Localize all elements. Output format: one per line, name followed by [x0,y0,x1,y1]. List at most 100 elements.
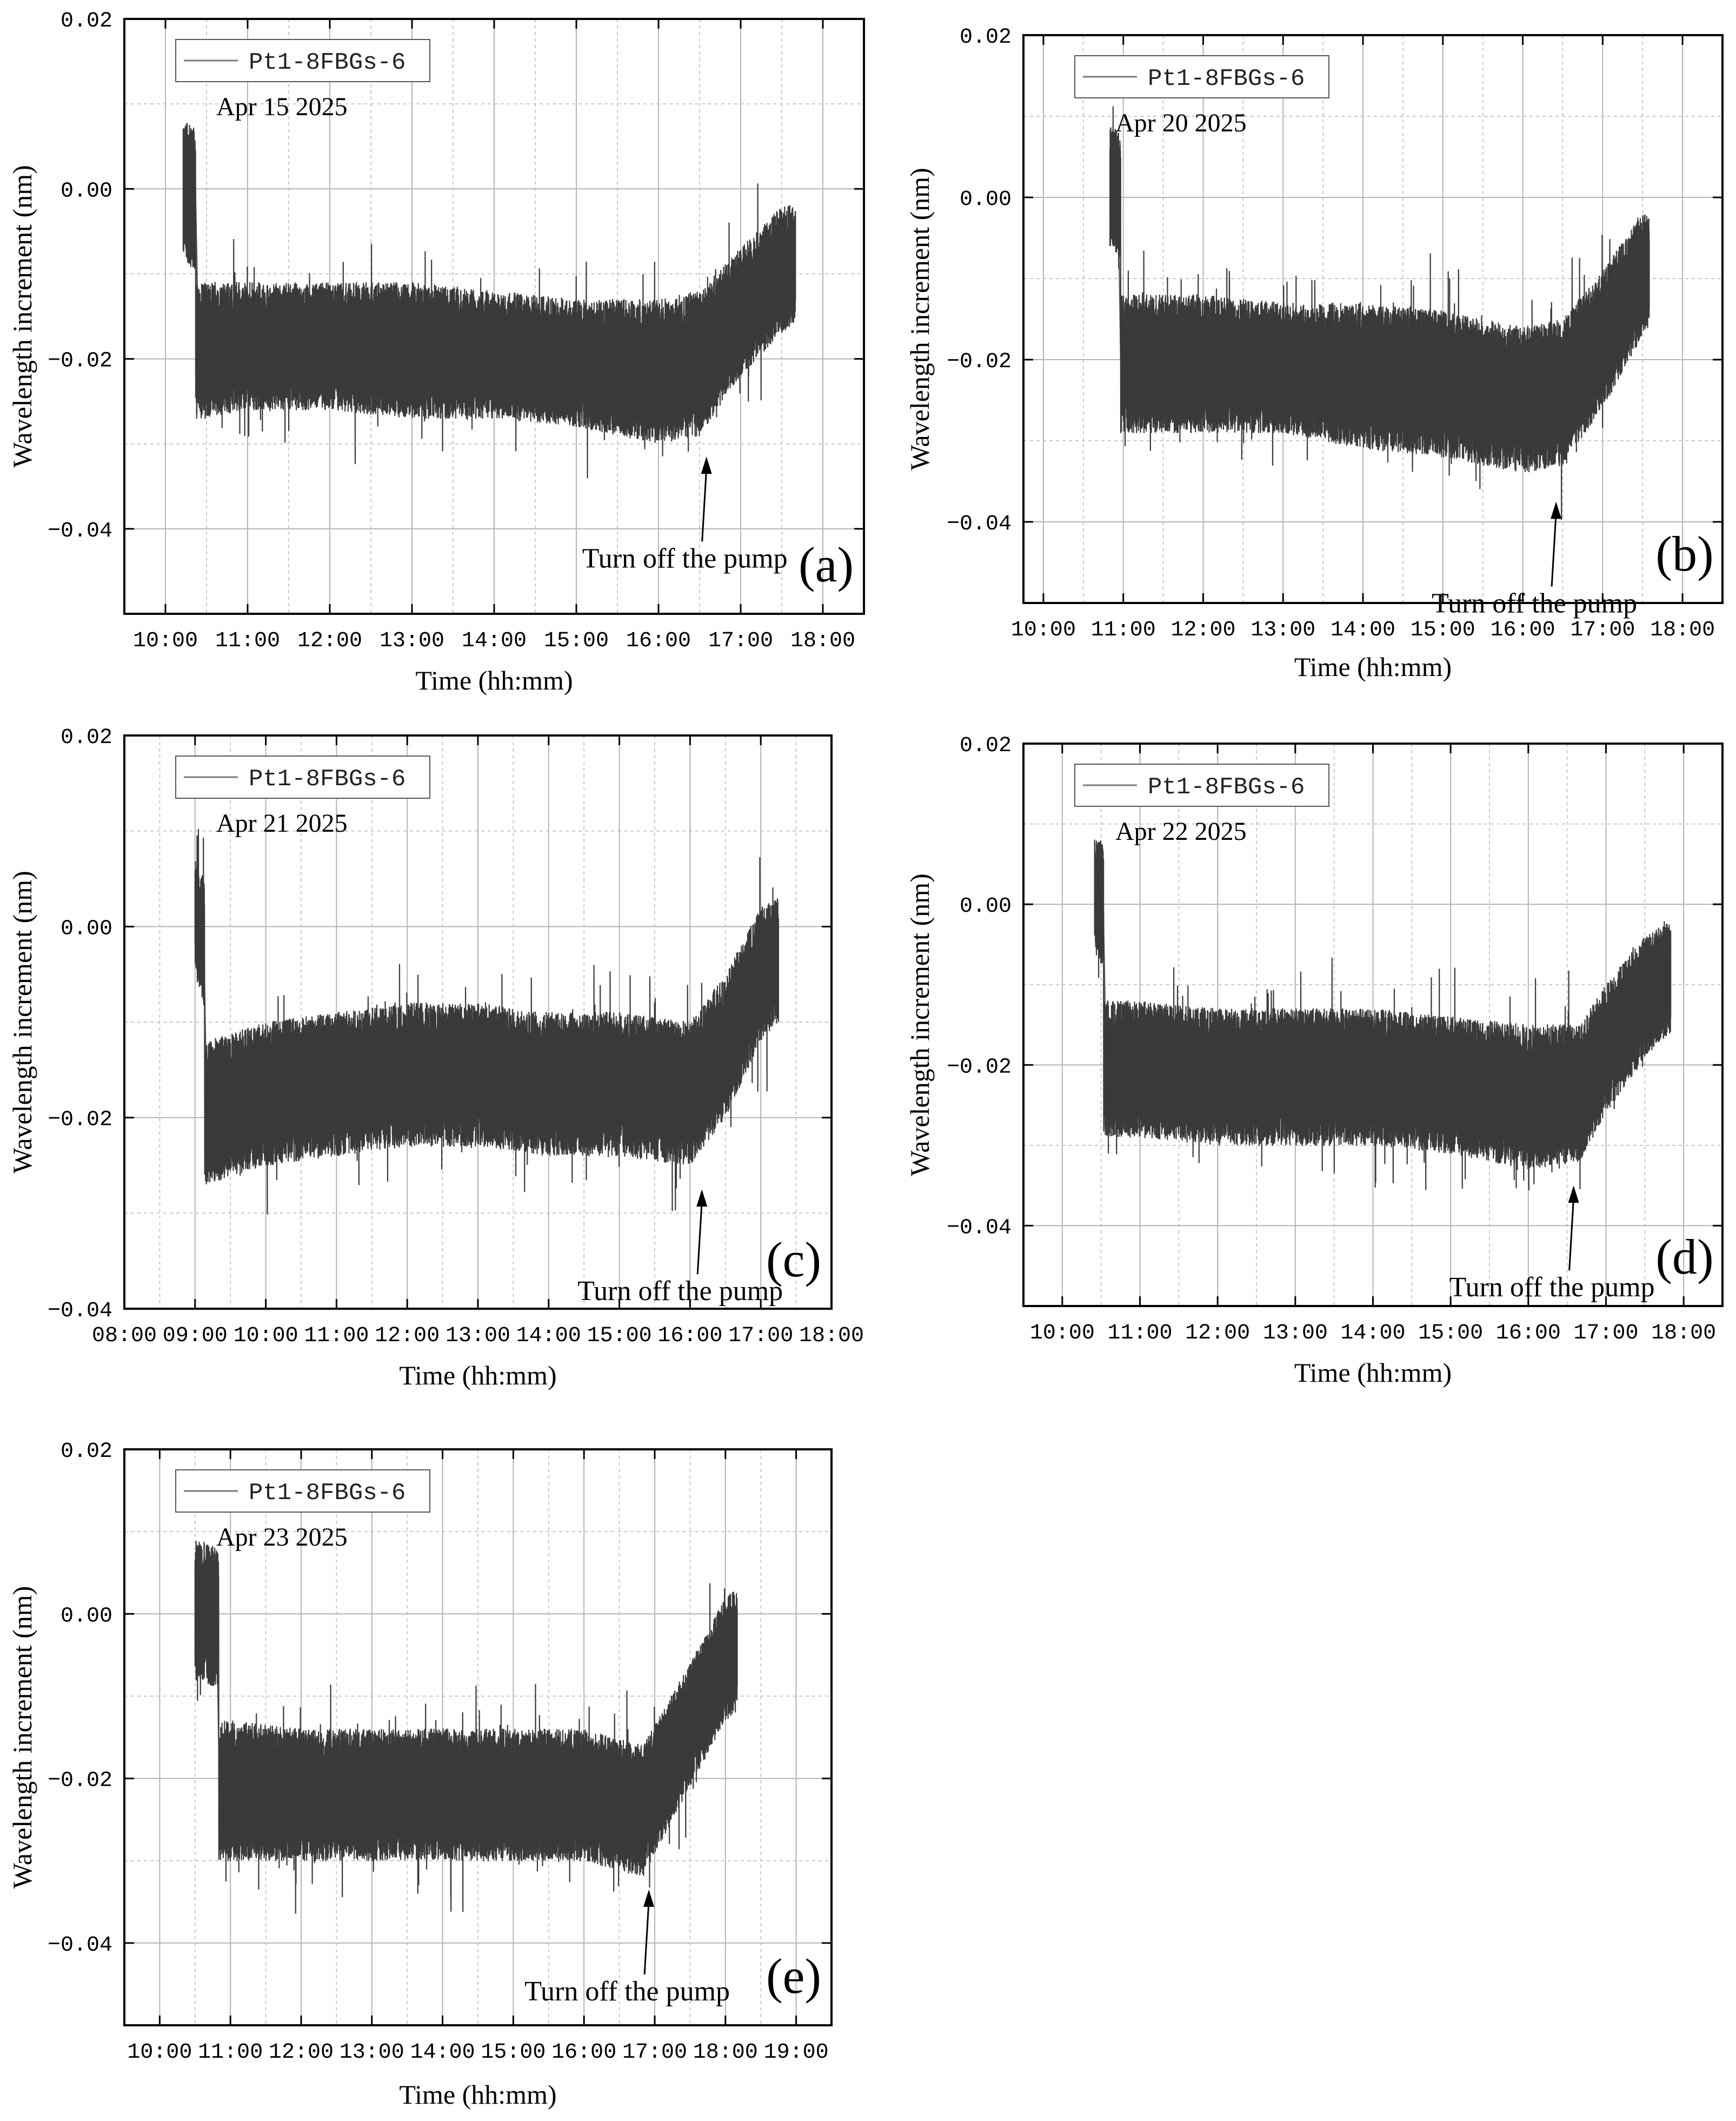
y-tick-label: 0.00 [61,917,112,941]
x-tick-label: 13:00 [445,1324,510,1348]
y-tick-label: −0.02 [48,349,112,374]
date-label: Apr 21 2025 [216,809,348,838]
annotation-arrowhead [1568,1185,1579,1203]
x-tick-label: 16:00 [551,2040,616,2065]
x-tick-label: 14:00 [1340,1321,1405,1345]
y-tick-label: 0.02 [61,726,112,750]
x-tick-label: 10:00 [133,629,198,653]
x-tick-label: 18:00 [1650,618,1715,642]
panel-e: 10:00 11:00 12:00 13:00 14:00 15:00 16:00 17:00… [7,1440,833,2110]
x-tick-label: 13:00 [1263,1321,1328,1345]
y-tick-label: −0.04 [48,1933,112,1958]
y-tick-label: 0.00 [960,188,1012,212]
annotation-text: Turn off the pump [1449,1272,1655,1303]
x-tick-label: 12:00 [1170,618,1235,642]
annotation-arrowhead [701,456,712,474]
y-tick-label: 0.02 [960,734,1012,758]
x-tick-label: 18:00 [693,2040,758,2065]
legend: Pt1-8FBGs-6 [175,755,430,799]
annotation-text: Turn off the pump [582,543,788,574]
panel-label: (d) [1655,1229,1713,1284]
y-tick-label: 0.00 [61,1604,112,1628]
x-tick-label: 12:00 [375,1324,440,1348]
x-tick-label: 15:00 [481,2040,546,2065]
x-tick-label: 11:00 [198,2040,263,2065]
panel-b: 10:00 11:00 12:00 13:00 14:00 15:00 16:00 17:00… [904,25,1724,682]
x-tick-label: 14:00 [462,629,527,653]
panel-a: 10:00 11:00 12:00 13:00 14:00 15:00 16:00 17:00… [7,9,865,695]
legend-label: Pt1-8FBGs-6 [1148,774,1305,801]
y-tick-label: −0.02 [947,1055,1012,1079]
x-tick-label: 17:00 [622,2040,687,2065]
annotation-arrow [696,1201,703,1275]
data-trace-Pt1-8FBGs-6 [182,123,796,479]
x-tick-label: 18:00 [1651,1321,1716,1345]
x-tick-label: 14:00 [410,2040,475,2065]
x-tick-label: 16:00 [1496,1321,1561,1345]
annotation-arrowhead [643,1889,655,1907]
date-label: Apr 15 2025 [216,92,348,121]
legend-label: Pt1-8FBGs-6 [249,49,405,76]
data-core-band [195,1573,737,1848]
x-tick-label: 17:00 [728,1324,793,1348]
y-tick-label: −0.04 [48,519,112,543]
x-axis-title: Time (hh:mm) [399,1360,556,1390]
legend: Pt1-8FBGs-6 [175,39,430,82]
x-tick-label: 12:00 [297,629,362,653]
x-tick-label: 13:00 [1251,618,1315,642]
panel-label: (c) [766,1232,821,1287]
legend-label: Pt1-8FBGs-6 [1148,65,1305,92]
panel-d: 10:00 11:00 12:00 13:00 14:00 15:00 16:00 17:00… [904,734,1724,1388]
panel-label: (b) [1655,526,1713,581]
data-trace-Pt1-8FBGs-6 [1109,106,1650,520]
x-tick-label: 11:00 [1091,618,1156,642]
annotation-arrowhead [1551,501,1562,519]
x-tick-label: 16:00 [657,1324,722,1348]
y-tick-label: 0.00 [960,894,1012,919]
legend-label: Pt1-8FBGs-6 [249,766,405,793]
x-tick-label: 17:00 [1573,1321,1638,1345]
x-axis-title: Time (hh:mm) [415,665,573,695]
date-label: Apr 23 2025 [216,1523,348,1552]
x-tick-label: 12:00 [1185,1321,1250,1345]
x-tick-label: 15:00 [544,629,609,653]
x-tick-label: 16:00 [1491,618,1555,642]
y-axis-title: Wavelength increment (nm) [7,1586,37,1889]
y-tick-label: 0.02 [61,9,112,34]
x-tick-label: 12:00 [269,2040,334,2065]
date-label: Apr 22 2025 [1115,817,1247,846]
data-core-band [195,881,779,1155]
legend: Pt1-8FBGs-6 [1074,55,1329,98]
axes-frame [1022,34,1724,604]
legend-box [1074,764,1329,807]
date-label: Apr 20 2025 [1115,109,1247,137]
axes-frame [123,1448,833,2026]
x-tick-label: 18:00 [799,1324,864,1348]
x-axis-title: Time (hh:mm) [1294,652,1452,682]
x-tick-label: 17:00 [1570,618,1635,642]
legend: Pt1-8FBGs-6 [175,1469,430,1513]
x-tick-label: 10:00 [234,1324,298,1348]
annotation-arrow [701,468,708,542]
x-axis-title: Time (hh:mm) [1294,1357,1452,1388]
annotation-arrow [1551,513,1557,587]
y-tick-label: −0.04 [947,512,1012,536]
x-tick-label: 16:00 [626,629,691,653]
data-core-band [1094,865,1671,1137]
annotation-text: Turn off the pump [577,1276,783,1307]
data-core-band [1110,150,1649,444]
x-tick-label: 17:00 [708,629,773,653]
x-tick-label: 10:00 [1011,618,1076,642]
x-tick-label: 15:00 [1411,618,1475,642]
x-tick-label: 13:00 [380,629,444,653]
y-tick-label: 0.00 [61,179,112,203]
legend-label: Pt1-8FBGs-6 [249,1480,405,1507]
x-tick-label: 18:00 [790,629,855,653]
y-tick-label: −0.04 [48,1299,112,1323]
y-axis-title: Wavelength increment (nm) [904,168,935,470]
y-tick-label: 0.02 [61,1440,112,1464]
y-axis-title: Wavelength increment (nm) [7,871,37,1174]
x-tick-label: 14:00 [516,1324,581,1348]
legend: Pt1-8FBGs-6 [1074,764,1329,807]
